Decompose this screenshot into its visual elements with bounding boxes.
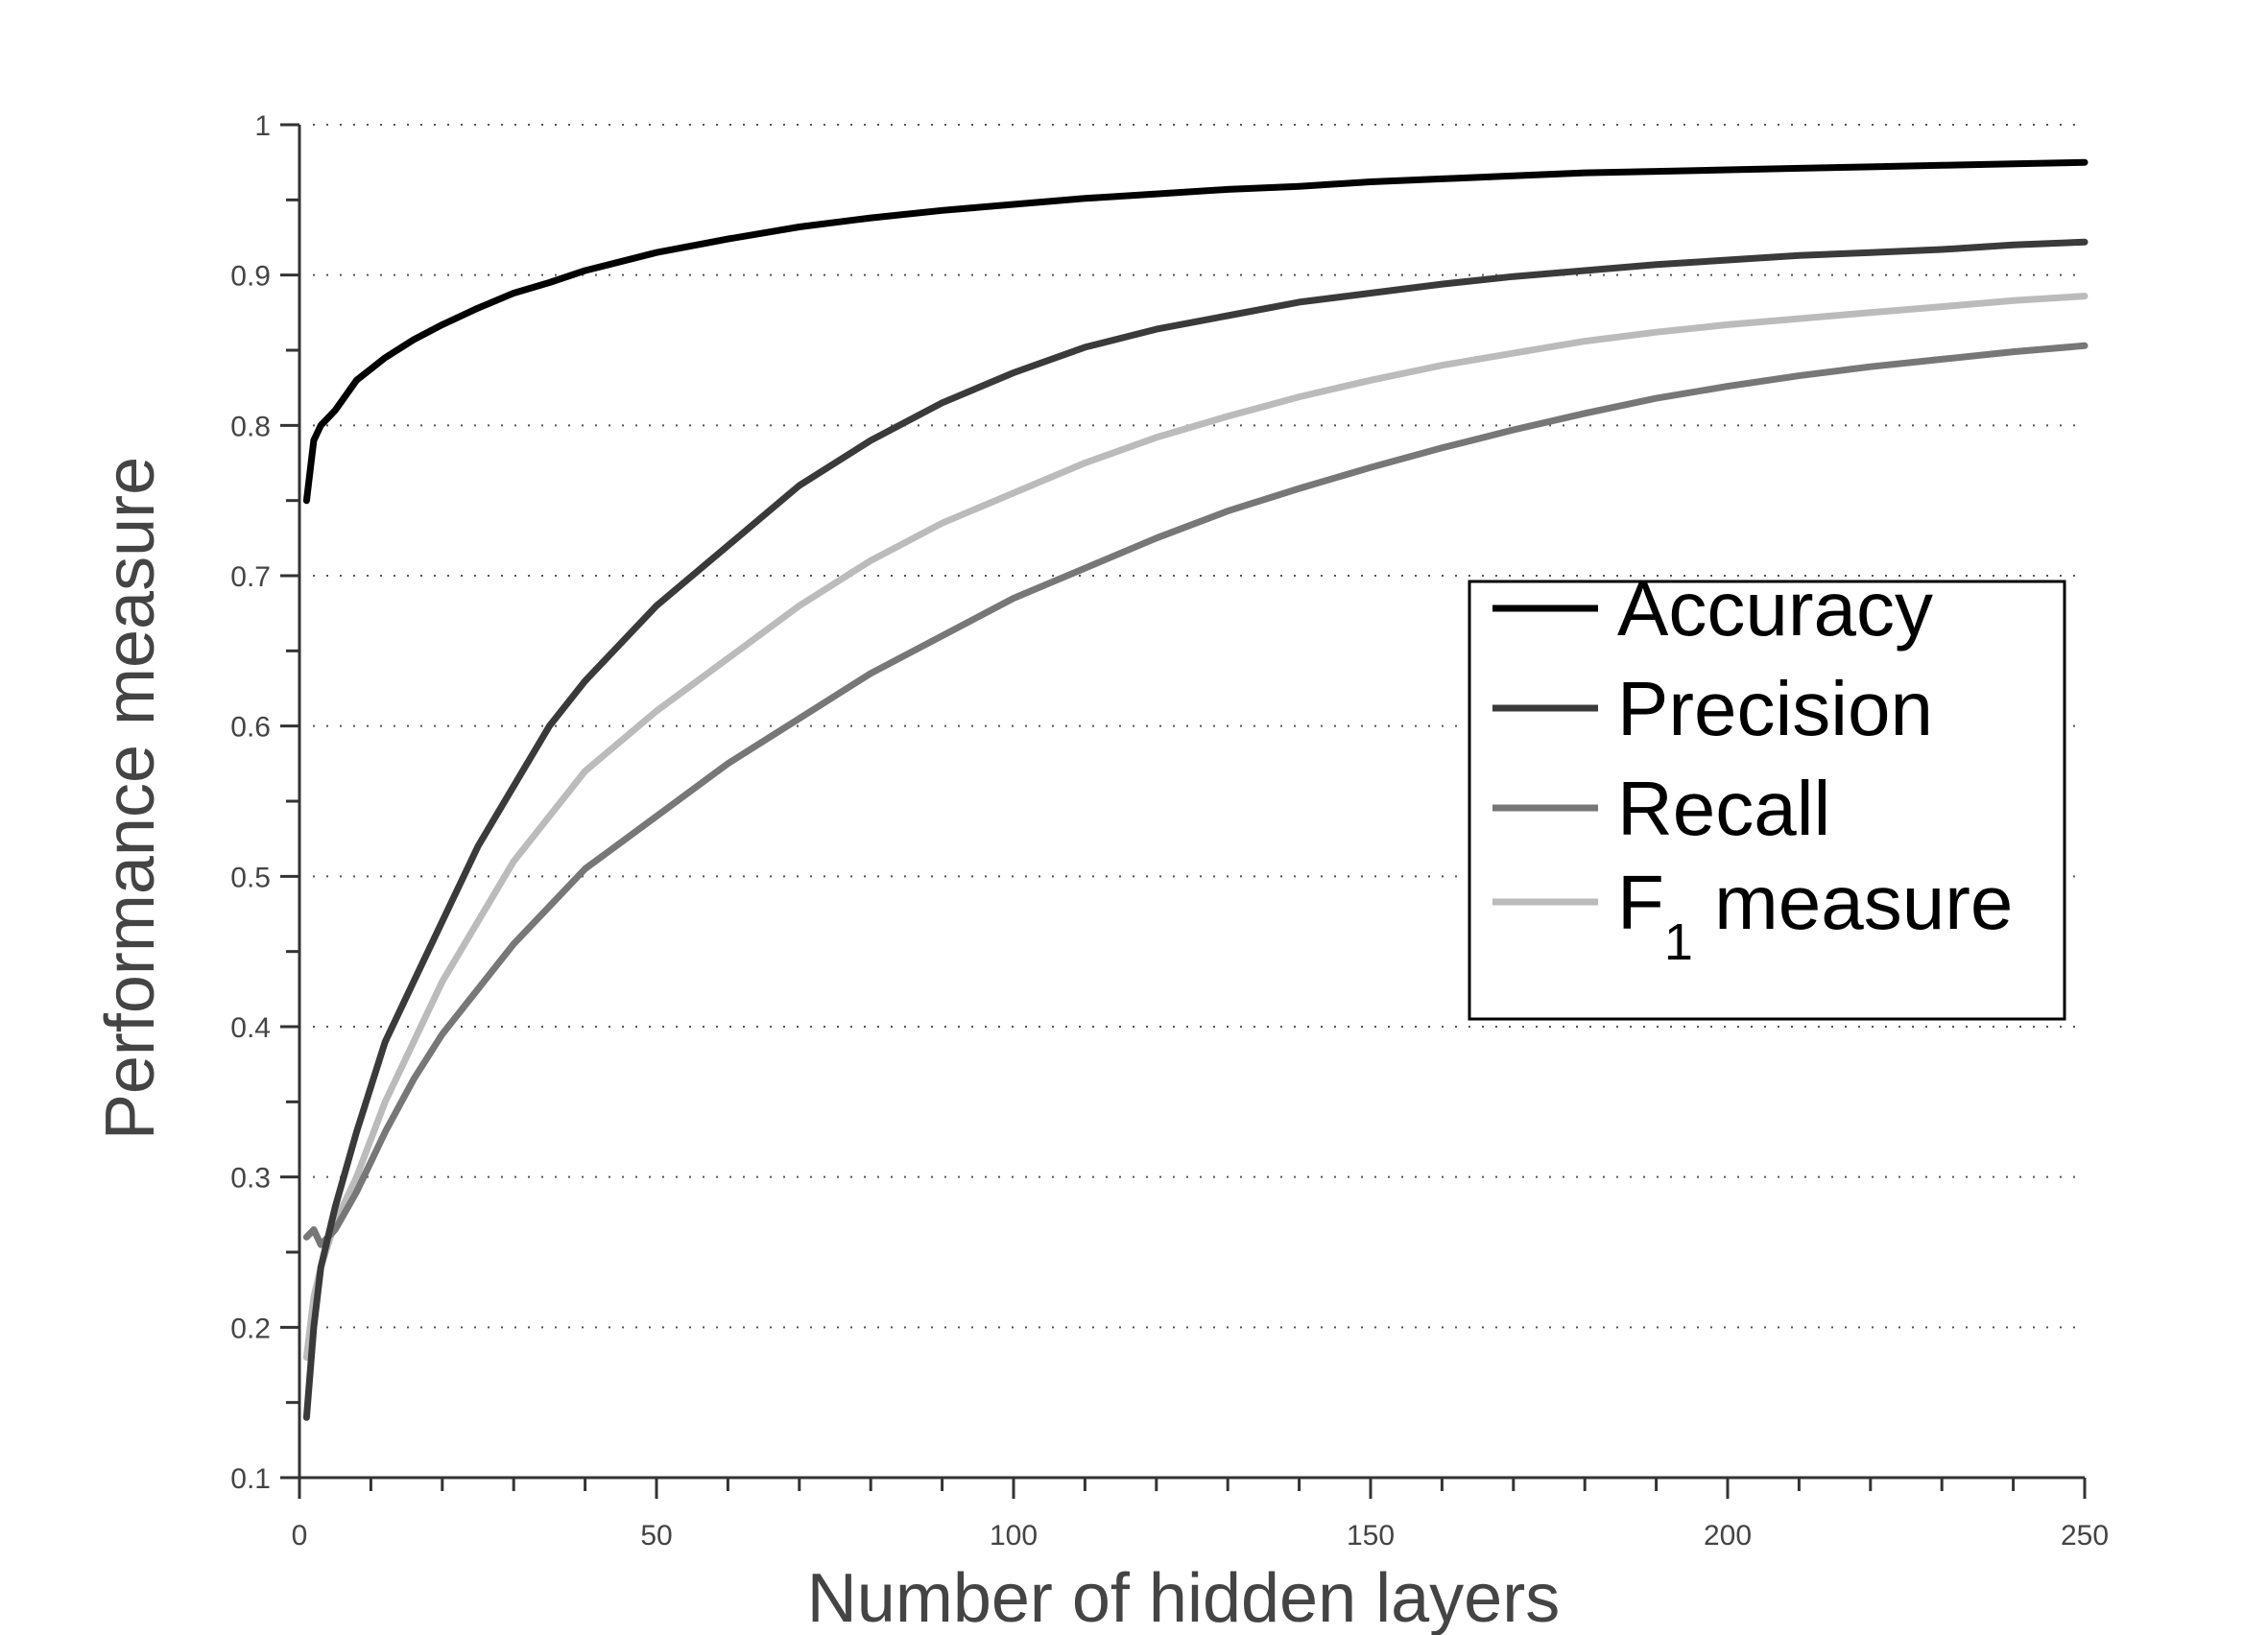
y-tick-label: 0.9 — [230, 261, 271, 293]
legend-box — [1468, 580, 2066, 1021]
x-tick-label: 200 — [1704, 1520, 1752, 1552]
tick-marks — [280, 123, 2087, 1499]
y-tick-label: 0.4 — [230, 1012, 271, 1044]
legend-label-recall: Recall — [1617, 766, 1830, 851]
y-tick-label: 0.6 — [230, 712, 271, 744]
y-tick-label: 0.7 — [230, 561, 271, 593]
x-tick-label: 150 — [1347, 1520, 1395, 1552]
y-tick-label: 0.1 — [230, 1463, 271, 1495]
y-tick-label: 0.5 — [230, 862, 271, 893]
legend-label-precision: Precision — [1617, 666, 1933, 751]
series-line-f — [302, 293, 2089, 1362]
legend-label-accuracy: Accuracy — [1617, 566, 1933, 652]
y-tick-label: 1 — [254, 110, 271, 142]
y-tick-label: 0.8 — [230, 411, 271, 442]
x-axis-title: Number of hidden layers — [807, 1560, 1560, 1635]
series-line-accuracy — [302, 158, 2089, 505]
series-layer — [302, 158, 2089, 1421]
x-tick-label: 100 — [990, 1520, 1038, 1552]
y-tick-label: 0.2 — [230, 1313, 271, 1344]
y-axis-title: Performance measure — [92, 457, 169, 1140]
tick-labels: 0.1 0.2 0.3 0.4 0.5 0.6 0.7 0.8 0.9 1 0 50 100 150 200… — [230, 110, 2109, 1552]
x-tick-label: 50 — [640, 1520, 672, 1552]
y-tick-label: 0.3 — [230, 1163, 271, 1195]
series-line-recall — [302, 342, 2089, 1248]
x-tick-label: 250 — [2061, 1520, 2109, 1552]
series-line-precision — [302, 238, 2089, 1421]
x-tick-label: 0 — [292, 1520, 308, 1552]
